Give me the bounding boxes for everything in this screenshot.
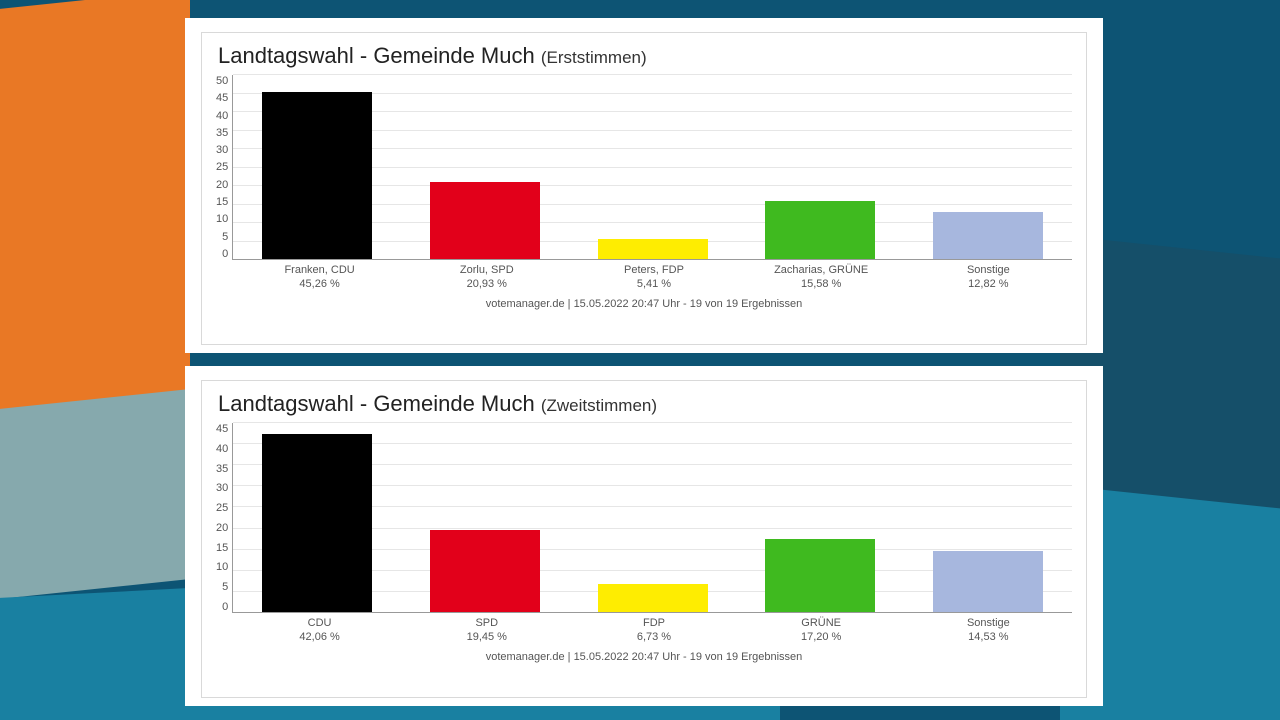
x-label-percent: 20,93 % bbox=[412, 278, 562, 292]
y-tick-label: 20 bbox=[216, 179, 228, 191]
bar bbox=[430, 530, 540, 612]
bars-container bbox=[233, 75, 1072, 259]
chart-card: Landtagswahl - Gemeinde Much (Erststimme… bbox=[185, 18, 1103, 353]
x-label: GRÜNE17,20 % bbox=[746, 617, 896, 645]
x-label-category: Sonstige bbox=[913, 617, 1063, 631]
y-tick-label: 0 bbox=[222, 248, 228, 260]
y-tick-label: 45 bbox=[216, 423, 228, 435]
x-label: FDP6,73 % bbox=[579, 617, 729, 645]
chart-card-inner: Landtagswahl - Gemeinde Much (Zweitstimm… bbox=[201, 380, 1087, 698]
y-axis: 45 40 35 30 25 20 15 10 5 0 bbox=[216, 423, 232, 613]
y-tick-label: 5 bbox=[222, 231, 228, 243]
bar bbox=[598, 239, 708, 259]
x-axis: Franken, CDU45,26 % Zorlu, SPD20,93 % Pete… bbox=[236, 264, 1072, 292]
bar bbox=[262, 434, 372, 612]
bar bbox=[430, 182, 540, 259]
x-label: CDU42,06 % bbox=[245, 617, 395, 645]
bg-shape bbox=[0, 0, 190, 441]
x-label-category: Zacharias, GRÜNE bbox=[746, 264, 896, 278]
x-label: Franken, CDU45,26 % bbox=[245, 264, 395, 292]
x-label: Sonstige14,53 % bbox=[913, 617, 1063, 645]
x-label-percent: 6,73 % bbox=[579, 631, 729, 645]
y-tick-label: 25 bbox=[216, 502, 228, 514]
x-label-category: Peters, FDP bbox=[579, 264, 729, 278]
x-label-percent: 12,82 % bbox=[913, 278, 1063, 292]
bar bbox=[933, 212, 1043, 259]
chart-title: Landtagswahl - Gemeinde Much (Zweitstimm… bbox=[218, 391, 1072, 417]
y-tick-label: 50 bbox=[216, 75, 228, 87]
y-tick-label: 35 bbox=[216, 127, 228, 139]
y-tick-label: 45 bbox=[216, 92, 228, 104]
chart-title-sub: (Erststimmen) bbox=[541, 48, 647, 67]
bars-container bbox=[233, 423, 1072, 612]
y-tick-label: 20 bbox=[216, 522, 228, 534]
chart-footer: votemanager.de | 15.05.2022 20:47 Uhr - … bbox=[216, 651, 1072, 663]
x-label-category: Zorlu, SPD bbox=[412, 264, 562, 278]
y-tick-label: 40 bbox=[216, 443, 228, 455]
y-tick-label: 30 bbox=[216, 482, 228, 494]
bar bbox=[933, 551, 1043, 612]
y-tick-label: 40 bbox=[216, 110, 228, 122]
bg-shape bbox=[0, 389, 190, 601]
y-tick-label: 5 bbox=[222, 581, 228, 593]
x-label-percent: 17,20 % bbox=[746, 631, 896, 645]
chart-card: Landtagswahl - Gemeinde Much (Zweitstimm… bbox=[185, 366, 1103, 706]
chart-footer: votemanager.de | 15.05.2022 20:47 Uhr - … bbox=[216, 298, 1072, 310]
x-label: Sonstige12,82 % bbox=[913, 264, 1063, 292]
bar bbox=[765, 539, 875, 612]
x-label: Peters, FDP5,41 % bbox=[579, 264, 729, 292]
x-label-category: SPD bbox=[412, 617, 562, 631]
page-background: Landtagswahl - Gemeinde Much (Erststimme… bbox=[0, 0, 1280, 720]
x-label-percent: 5,41 % bbox=[579, 278, 729, 292]
x-label-category: FDP bbox=[579, 617, 729, 631]
bar bbox=[262, 92, 372, 259]
plot bbox=[232, 423, 1072, 613]
plot bbox=[232, 75, 1072, 260]
y-tick-label: 10 bbox=[216, 213, 228, 225]
y-tick-label: 30 bbox=[216, 144, 228, 156]
x-label-percent: 42,06 % bbox=[245, 631, 395, 645]
chart-plot-area: 45 40 35 30 25 20 15 10 5 0 bbox=[216, 423, 1072, 613]
x-label-percent: 14,53 % bbox=[913, 631, 1063, 645]
x-label-percent: 15,58 % bbox=[746, 278, 896, 292]
chart-plot-area: 50454035302520151050 bbox=[216, 75, 1072, 260]
bar bbox=[598, 584, 708, 612]
chart-title-sub: (Zweitstimmen) bbox=[541, 396, 657, 415]
chart-title-main: Landtagswahl - Gemeinde Much bbox=[218, 391, 541, 416]
y-tick-label: 0 bbox=[222, 601, 228, 613]
bar bbox=[765, 201, 875, 259]
y-tick-label: 15 bbox=[216, 542, 228, 554]
chart-title: Landtagswahl - Gemeinde Much (Erststimme… bbox=[218, 43, 1072, 69]
x-label-percent: 19,45 % bbox=[412, 631, 562, 645]
x-axis: CDU42,06 % SPD19,45 % FDP6,73 % GRÜNE17,20 … bbox=[236, 617, 1072, 645]
x-label-category: Sonstige bbox=[913, 264, 1063, 278]
x-label-category: CDU bbox=[245, 617, 395, 631]
y-tick-label: 15 bbox=[216, 196, 228, 208]
x-label: Zacharias, GRÜNE15,58 % bbox=[746, 264, 896, 292]
x-label-category: Franken, CDU bbox=[245, 264, 395, 278]
y-axis: 50454035302520151050 bbox=[216, 75, 232, 260]
x-label: Zorlu, SPD20,93 % bbox=[412, 264, 562, 292]
x-label-percent: 45,26 % bbox=[245, 278, 395, 292]
chart-card-inner: Landtagswahl - Gemeinde Much (Erststimme… bbox=[201, 32, 1087, 345]
y-tick-label: 10 bbox=[216, 561, 228, 573]
y-tick-label: 25 bbox=[216, 161, 228, 173]
y-tick-label: 35 bbox=[216, 463, 228, 475]
x-label: SPD19,45 % bbox=[412, 617, 562, 645]
chart-title-main: Landtagswahl - Gemeinde Much bbox=[218, 43, 541, 68]
x-label-category: GRÜNE bbox=[746, 617, 896, 631]
